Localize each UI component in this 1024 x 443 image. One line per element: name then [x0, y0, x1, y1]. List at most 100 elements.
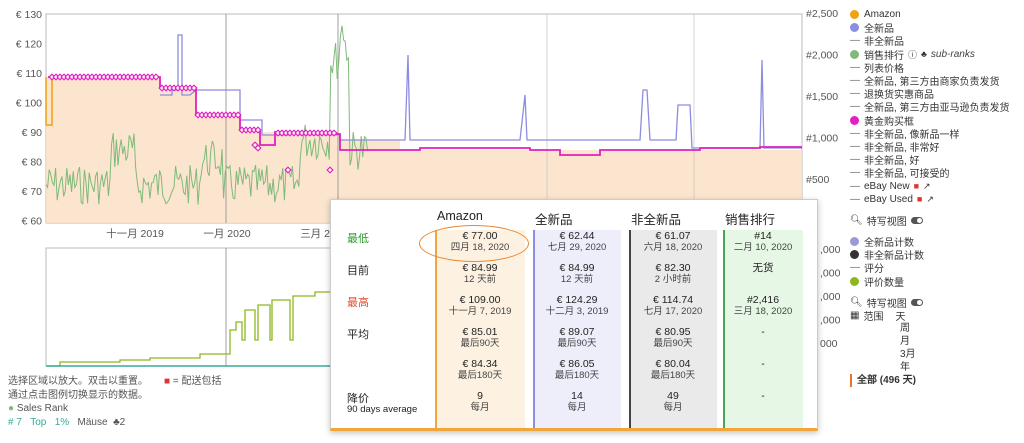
stat-subtext: 12 天前: [463, 274, 497, 285]
buybox-marker: [104, 73, 112, 81]
y-left-tick-label: € 80: [22, 157, 43, 169]
hierarchy-icon: ♣: [921, 49, 927, 60]
stat-value: € 85.01: [462, 326, 498, 338]
range-options: 周 月 3月 年 全部 (496 天): [850, 322, 1024, 388]
legend-used-acceptable[interactable]: — 非全新品, 可接受的: [850, 166, 1024, 179]
legend-used-good[interactable]: — 非全新品, 好: [850, 153, 1024, 166]
close-view-toggle[interactable]: 🔍︎ 特写视图: [850, 214, 1024, 227]
stat-subtext: 最后180天: [650, 370, 696, 381]
range-option-3month[interactable]: 3月: [900, 349, 916, 361]
rank-category[interactable]: Mäuse: [77, 416, 108, 428]
buybox-marker: [60, 73, 68, 81]
close-view-toggle-2[interactable]: 🔍︎ 特写视图: [850, 296, 1024, 309]
lower-right-tick-label: ,000: [820, 291, 841, 303]
shipping-note: = 配送包括: [172, 376, 222, 387]
stat-value: 49: [667, 390, 679, 402]
stat-value: € 86.05: [559, 358, 595, 370]
highlight-oval: [419, 225, 529, 262]
external-link-icon[interactable]: ↗: [923, 180, 931, 191]
header-new: 全新品: [535, 213, 573, 227]
legend-ebay-used[interactable]: — eBay Used ■ ↗: [850, 193, 1024, 206]
y-left-tick-label: € 90: [22, 127, 43, 139]
range-option-all[interactable]: 全部 (496 天): [850, 374, 916, 388]
legend-buybox[interactable]: 黄金购买框: [850, 114, 1024, 127]
stat-cell-lowest: € 61.07 六月 18, 2020: [629, 230, 717, 254]
legend-new-fbm[interactable]: — 全新品, 第三方由商家负责发货: [850, 74, 1024, 87]
stat-subtext: 十二月 3, 2019: [545, 306, 609, 317]
buybox-marker: [218, 111, 226, 119]
legend-amazon[interactable]: Amazon: [850, 8, 1024, 21]
amazon-price-line: [45, 77, 53, 126]
stat-cell-current: € 84.99 12 天前: [533, 262, 621, 286]
label-highest: 最高: [347, 297, 369, 309]
right-axis: #2,500 #2,000 #1,500 #1,000 #500: [806, 8, 838, 186]
y-right-tick-label: #1,000: [806, 133, 838, 145]
stat-subtext: 最后180天: [554, 370, 600, 381]
external-link-icon[interactable]: ↗: [926, 193, 934, 204]
dash-icon: —: [850, 262, 860, 274]
label-lowest: 最低: [347, 233, 369, 245]
toggle-switch[interactable]: [910, 298, 923, 306]
legend-label: 列表价格: [864, 63, 904, 74]
stat-subtext: 最后90天: [557, 338, 597, 349]
legend-used-like-new[interactable]: — 非全新品, 像新品一样: [850, 127, 1024, 140]
legend-new-count[interactable]: 全新品计数: [850, 235, 1024, 248]
legend-label: 非全新品计数: [864, 251, 924, 262]
header-amazon: Amazon: [437, 209, 483, 223]
buybox-marker: [128, 73, 136, 81]
dash-icon: —: [850, 140, 860, 152]
buybox-marker: [52, 73, 60, 81]
range-option-day[interactable]: 天: [895, 312, 906, 323]
toggle-switch[interactable]: [910, 216, 923, 224]
legend-review-count[interactable]: 评价数量: [850, 275, 1024, 288]
truck-icon: ■: [164, 376, 171, 387]
stat-value: € 89.07: [559, 326, 595, 338]
range-option-month[interactable]: 月: [900, 336, 910, 348]
sub-ranks-link[interactable]: sub-ranks: [930, 48, 975, 60]
legend-ebay-new[interactable]: — eBay New ■ ↗: [850, 179, 1024, 192]
buybox-marker: [124, 73, 132, 81]
buybox-marker: [148, 73, 156, 81]
new-price-line: [160, 34, 802, 149]
buybox-marker: [112, 73, 120, 81]
buybox-marker: [100, 73, 108, 81]
y-right-tick-label: #2,500: [806, 8, 838, 20]
stat-cell-lowest: #14 二月 10, 2020: [723, 230, 803, 254]
buybox-marker: [88, 73, 96, 81]
stat-subtext: 二月 10, 2020: [733, 242, 793, 253]
sub-rank-count[interactable]: 2: [119, 416, 126, 428]
dash-icon: —: [850, 35, 860, 47]
rank-top: Top: [30, 416, 47, 428]
legend-used-very-good[interactable]: — 非全新品, 非常好: [850, 140, 1024, 153]
legend-rating[interactable]: — 评分: [850, 261, 1024, 274]
legend-used-count[interactable]: 非全新品计数: [850, 248, 1024, 261]
buybox-marker: [194, 111, 202, 119]
dash-icon: —: [850, 180, 860, 192]
label-current: 目前: [347, 265, 369, 277]
dash-icon: —: [850, 101, 860, 113]
legend-label: 特写视图: [866, 298, 907, 309]
legend-sales-rank[interactable]: 销售排行 ⓘ ♣ sub-ranks: [850, 48, 1024, 61]
buybox-marker: [318, 129, 326, 137]
legend-non-new[interactable]: — 非全新品: [850, 34, 1024, 47]
new-dot-icon: [850, 23, 859, 33]
lower-right-tick-label: ,000: [820, 268, 841, 280]
stat-value: 无货: [752, 262, 774, 274]
info-icon[interactable]: ⓘ: [908, 49, 918, 60]
buybox-marker: [246, 126, 254, 134]
legend-new-fba[interactable]: — 全新品, 第三方由亚马逊负责发货: [850, 100, 1024, 113]
buybox-marker: [170, 84, 178, 92]
stat-value: € 62.44: [559, 230, 595, 242]
range-option-year[interactable]: 年: [900, 362, 910, 374]
legend-new[interactable]: 全新品: [850, 21, 1024, 34]
range-option-week[interactable]: 周: [900, 323, 910, 335]
buybox-marker: [330, 129, 338, 137]
stat-value: 14: [571, 390, 583, 402]
legend-list-price[interactable]: — 列表价格: [850, 61, 1024, 74]
buybox-marker: [162, 84, 170, 92]
legend-warehouse[interactable]: — 退换货实惠商品: [850, 87, 1024, 100]
dash-icon: —: [850, 167, 860, 179]
lower-right-tick-label: 000: [820, 338, 838, 350]
y-left-tick-label: € 70: [22, 186, 43, 198]
review-count-dot-icon: [850, 276, 859, 286]
